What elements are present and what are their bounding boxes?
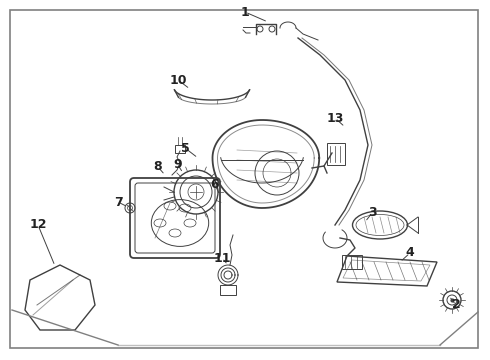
Text: 12: 12 — [29, 219, 47, 231]
Text: 4: 4 — [406, 247, 415, 260]
Bar — [342, 255, 362, 269]
Text: 1: 1 — [241, 5, 249, 18]
Text: 6: 6 — [211, 179, 220, 192]
Text: 13: 13 — [326, 112, 343, 125]
Text: 5: 5 — [181, 141, 189, 154]
Bar — [220, 285, 236, 295]
Text: 3: 3 — [368, 207, 376, 220]
Text: 8: 8 — [154, 161, 162, 174]
Bar — [327, 143, 345, 165]
Text: 7: 7 — [114, 195, 122, 208]
Text: 10: 10 — [169, 73, 187, 86]
Text: 2: 2 — [452, 298, 461, 311]
Bar — [175, 145, 185, 153]
Text: 11: 11 — [213, 252, 231, 265]
Text: 9: 9 — [173, 158, 182, 171]
